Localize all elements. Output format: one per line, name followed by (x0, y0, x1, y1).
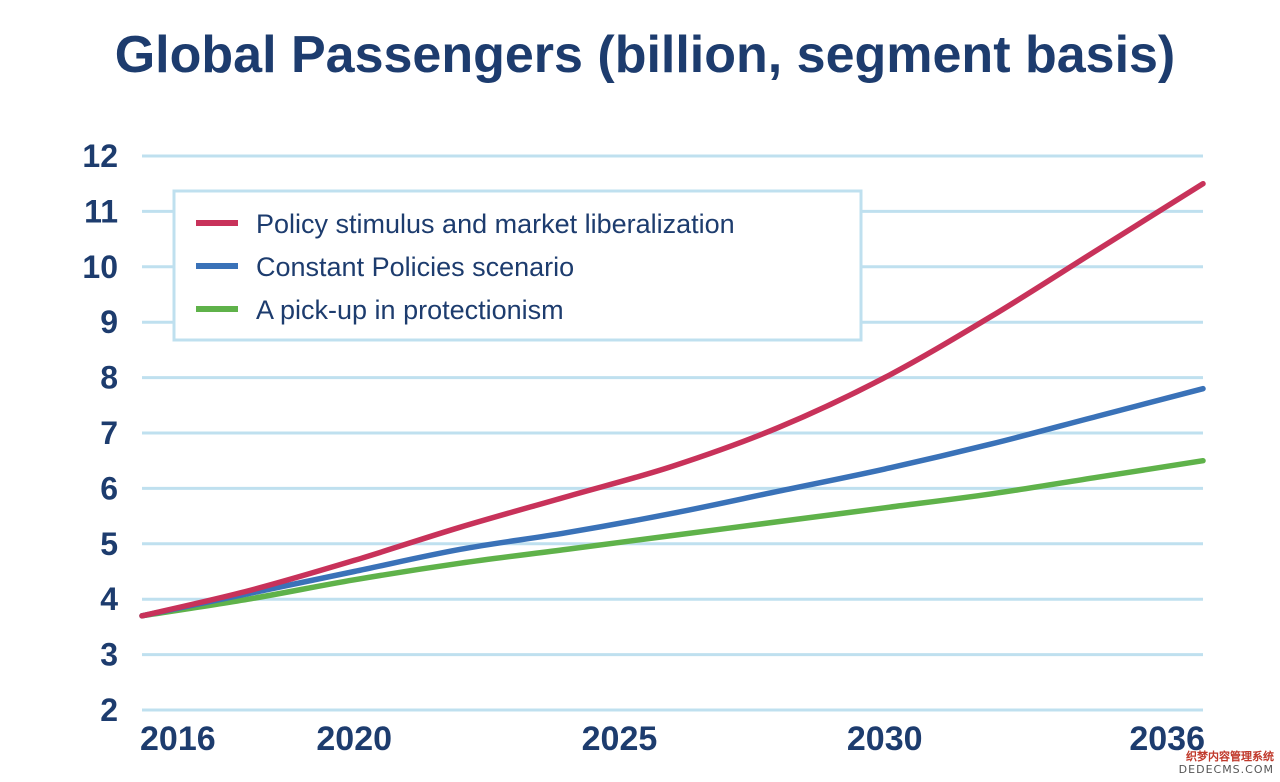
x-tick-label-2016: 2016 (140, 720, 216, 758)
y-tick-label-8: 8 (100, 360, 118, 396)
legend-label-policy-stimulus: Policy stimulus and market liberalizatio… (256, 209, 735, 239)
watermark: 织梦内容管理系统 DEDECMS.COM (1179, 750, 1274, 776)
series-line-policy-stimulus (139, 180, 1206, 619)
legend: Policy stimulus and market liberalizatio… (172, 189, 863, 342)
series-line-constant-policies (139, 385, 1206, 619)
legend-box (172, 189, 863, 342)
series-line-protectionism (139, 457, 1206, 619)
y-tick-label-9: 9 (100, 304, 118, 340)
y-tick-label-2: 2 (100, 692, 118, 728)
y-tick-label-10: 10 (82, 249, 118, 285)
y-tick-label-11: 11 (84, 193, 118, 229)
x-tick-label-2030: 2030 (847, 720, 923, 758)
series-lines (139, 180, 1206, 619)
legend-label-protectionism: A pick-up in protectionism (256, 295, 564, 325)
watermark-line-1: 织梦内容管理系统 (1186, 750, 1274, 763)
x-tick-label-2036: 2036 (1129, 720, 1205, 758)
x-axis-ticks: 2016 2020 2025 2030 2036 (140, 720, 1205, 758)
x-tick-label-2020: 2020 (316, 720, 392, 758)
watermark-line-2: DEDECMS.COM (1178, 763, 1274, 776)
x-tick-label-2025: 2025 (582, 720, 658, 758)
chart-title: Global Passengers (billion, segment basi… (115, 26, 1176, 84)
y-axis-ticks: 2 3 4 5 6 7 8 9 10 11 12 (82, 138, 118, 728)
y-tick-label-7: 7 (100, 415, 118, 451)
y-tick-label-3: 3 (100, 637, 118, 673)
y-tick-label-12: 12 (82, 138, 118, 174)
y-tick-label-6: 6 (100, 470, 118, 506)
y-tick-label-4: 4 (100, 581, 118, 617)
legend-label-constant-policies: Constant Policies scenario (256, 252, 574, 282)
y-tick-label-5: 5 (100, 526, 118, 562)
